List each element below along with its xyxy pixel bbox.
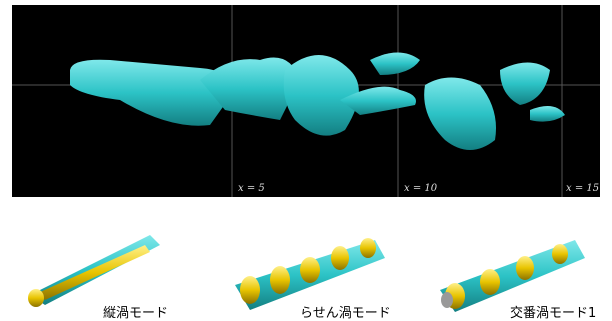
page: x = 5 x = 10 x = 15 縦渦モード らせん渦モード 交番渦モード… [0,0,612,321]
mode-label: らせん渦モード [300,306,391,321]
mode-3-image [440,240,585,312]
axis-label: x = 10 [404,183,438,194]
mode-label: 縦渦モード [103,306,168,321]
mode-2-image [235,238,385,310]
mode-1-image [28,235,160,307]
axis-label: x = 5 [238,183,265,194]
figure: x = 5 x = 10 x = 15 縦渦モード らせん渦モード 交番渦モード… [0,0,612,321]
axis-label: x = 15 [566,183,599,194]
mode-label: 交番渦モード1 [510,305,596,321]
